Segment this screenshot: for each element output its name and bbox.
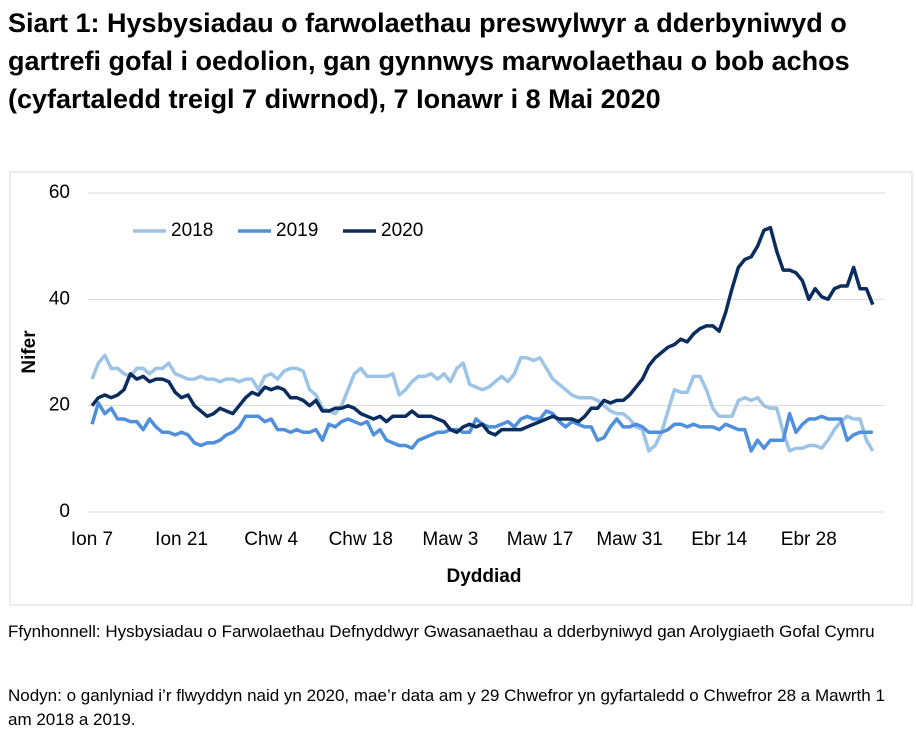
chart-title: Siart 1: Hysbysiadau o farwolaethau pres… — [8, 8, 850, 114]
x-tick-label: Maw 3 — [422, 529, 478, 550]
x-tick-label: Ion 7 — [71, 529, 113, 550]
footnote: Nodyn: o ganlyniad i’r flwyddyn naid yn … — [8, 686, 885, 729]
chart-frame — [9, 171, 913, 606]
x-tick-label: Maw 17 — [507, 529, 574, 550]
series-line — [90, 353, 875, 453]
series-line — [90, 225, 875, 437]
y-axis-label: Nifer — [19, 330, 40, 374]
legend-label: 2019 — [276, 220, 318, 241]
x-tick-label: Maw 31 — [596, 529, 663, 550]
x-tick-label: Chw 18 — [329, 529, 393, 550]
y-tick-label: 20 — [49, 395, 70, 416]
y-tick-label: 60 — [49, 182, 70, 203]
y-tick-label: 0 — [59, 501, 70, 522]
x-tick-label: Ion 21 — [155, 529, 208, 550]
legend-label: 2018 — [171, 220, 213, 241]
x-axis-label: Dyddiad — [447, 566, 522, 587]
x-tick-label: Ebr 14 — [691, 529, 747, 550]
source-note: Ffynhonnell: Hysbysiadau o Farwolaethau … — [8, 622, 875, 641]
y-tick-label: 40 — [49, 288, 70, 309]
x-tick-label: Ebr 28 — [781, 529, 837, 550]
x-tick-label: Chw 4 — [244, 529, 298, 550]
legend-label: 2020 — [381, 220, 423, 241]
